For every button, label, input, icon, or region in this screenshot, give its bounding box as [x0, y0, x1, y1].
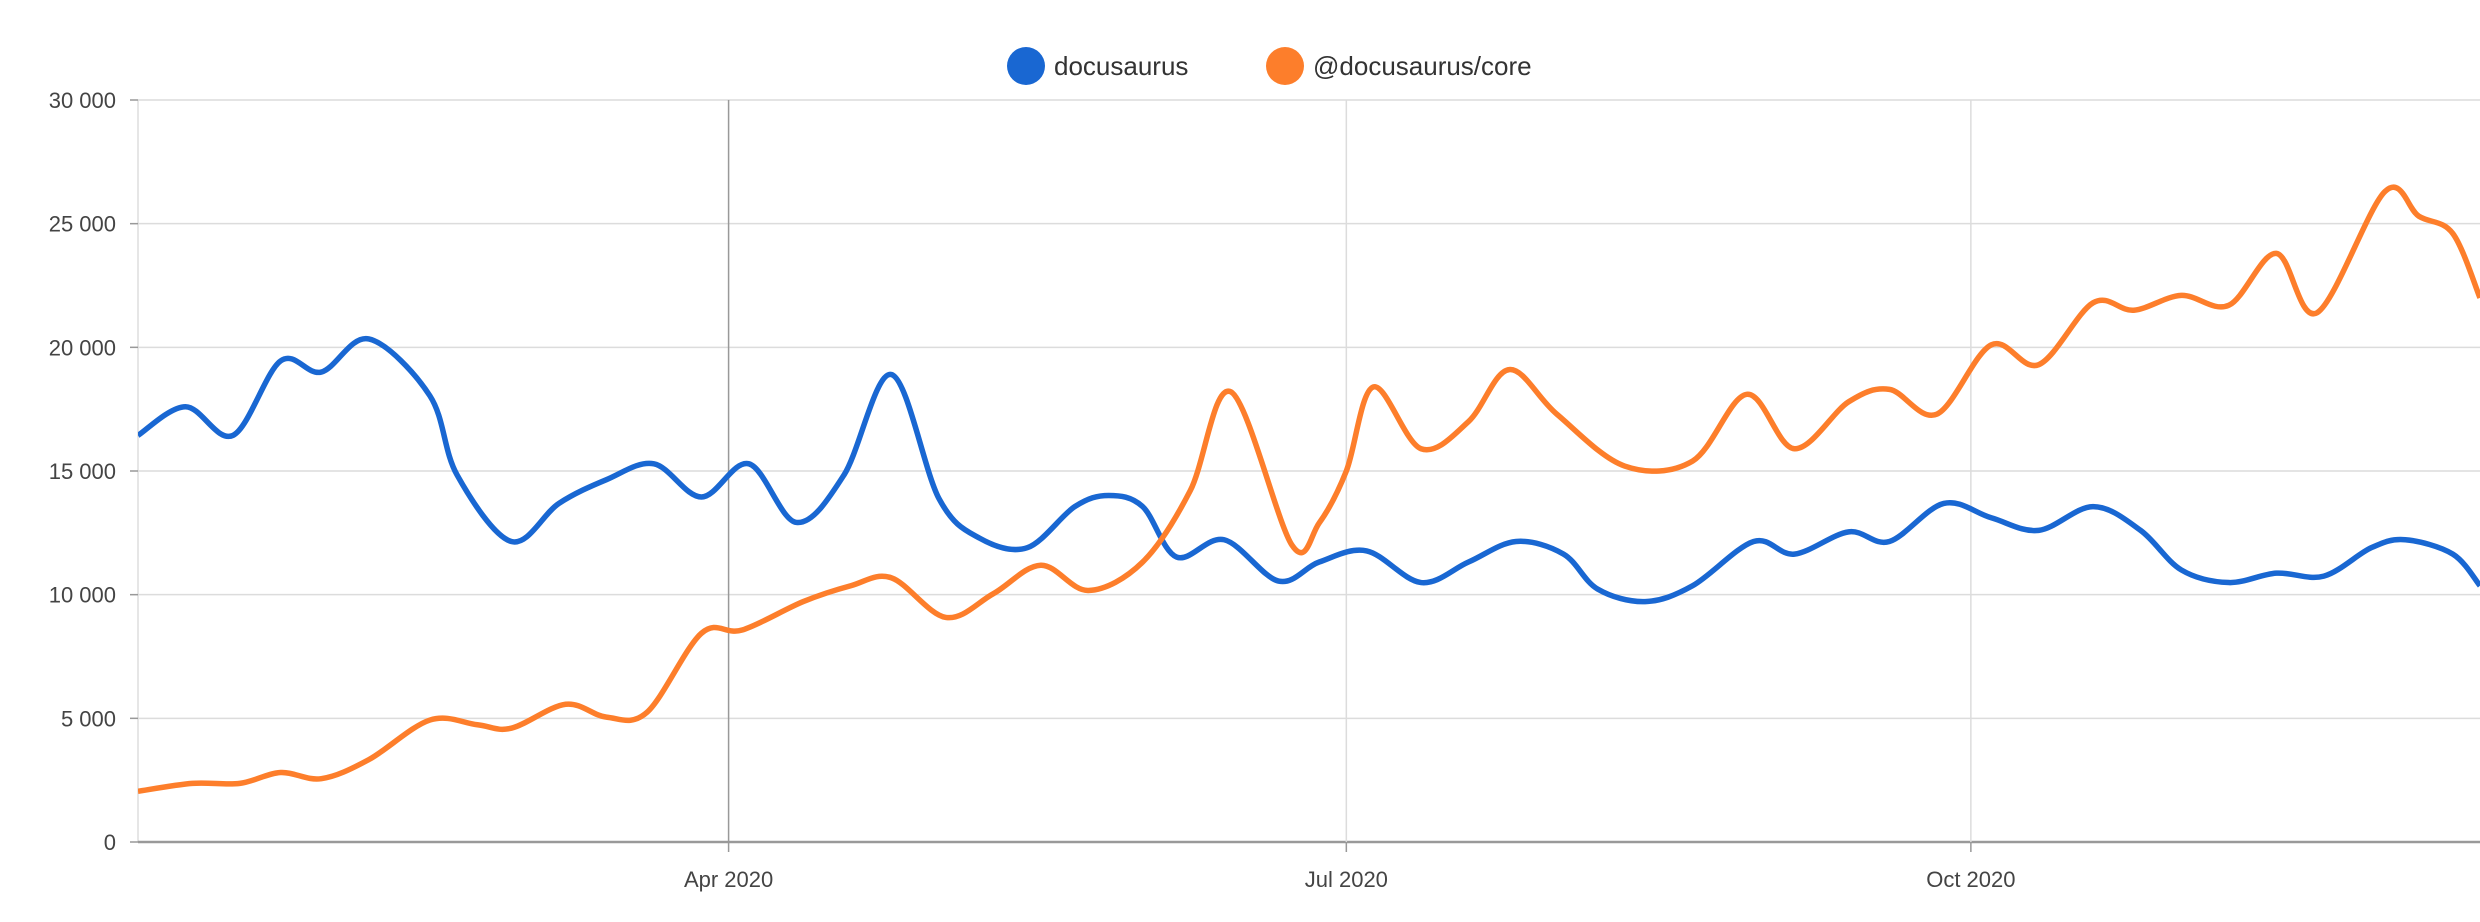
- legend-label-docusaurus-core: @docusaurus/core: [1313, 51, 1532, 81]
- legend-item-docusaurus-core[interactable]: @docusaurus/core: [1266, 47, 1532, 85]
- y-axis: 0 5 000 10 000 15 000 20 000 25 000 30 000: [49, 88, 116, 855]
- series-line-docusaurus: [138, 336, 2480, 605]
- x-tick-label: Oct 2020: [1926, 867, 2015, 892]
- legend: docusaurus @docusaurus/core: [1007, 47, 1532, 85]
- y-tick-label: 20 000: [49, 335, 116, 360]
- legend-marker-docusaurus-core: [1266, 47, 1304, 85]
- x-axis: Apr 2020 Jul 2020 Oct 2020: [684, 867, 2016, 892]
- legend-item-docusaurus[interactable]: docusaurus: [1007, 47, 1188, 85]
- series-lines: [138, 184, 2480, 795]
- series-line-docusaurus-core: [138, 184, 2480, 795]
- y-tick-label: 30 000: [49, 88, 116, 113]
- y-tick-label: 0: [104, 830, 116, 855]
- grid: [130, 99, 2480, 852]
- y-tick-label: 15 000: [49, 459, 116, 484]
- y-tick-label: 10 000: [49, 583, 116, 608]
- legend-label-docusaurus: docusaurus: [1054, 51, 1188, 81]
- y-tick-label: 25 000: [49, 212, 116, 237]
- legend-marker-docusaurus: [1007, 47, 1045, 85]
- x-tick-label: Apr 2020: [684, 867, 773, 892]
- x-tick-label: Jul 2020: [1305, 867, 1388, 892]
- y-tick-label: 5 000: [61, 706, 116, 731]
